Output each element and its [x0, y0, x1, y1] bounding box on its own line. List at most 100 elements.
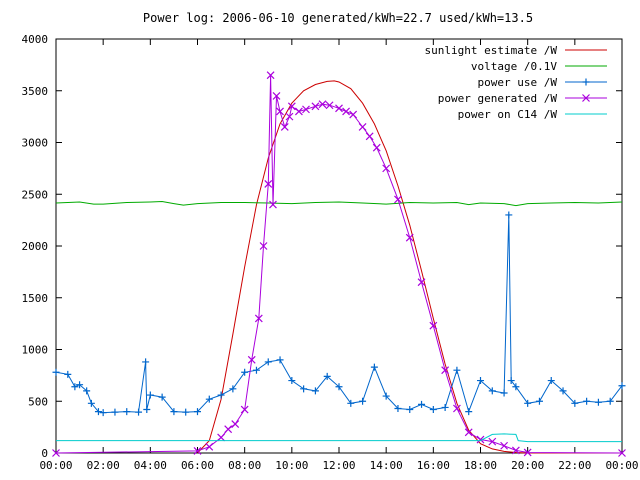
- data-point: [76, 381, 84, 389]
- data-point: [276, 356, 284, 364]
- x-tick-label: 14:00: [370, 459, 403, 472]
- data-point: [259, 242, 268, 250]
- data-point: [559, 387, 567, 395]
- chart-series: [52, 71, 626, 457]
- x-tick-label: 00:00: [605, 459, 638, 472]
- data-point: [441, 366, 450, 375]
- data-point: [417, 278, 426, 287]
- data-point: [287, 102, 296, 111]
- data-point: [135, 408, 143, 416]
- y-tick-label: 3000: [22, 137, 49, 150]
- data-point: [441, 403, 449, 411]
- data-point: [342, 107, 350, 116]
- x-tick-label: 00:00: [39, 459, 72, 472]
- legend-label: power generated /W: [438, 92, 558, 105]
- data-point: [323, 372, 331, 380]
- data-point: [365, 132, 374, 141]
- data-point: [394, 404, 402, 412]
- y-tick-label: 0: [41, 447, 48, 460]
- data-point: [231, 420, 240, 428]
- data-point: [229, 385, 237, 393]
- data-point: [535, 397, 543, 405]
- series-0: [197, 80, 622, 454]
- x-tick-label: 16:00: [417, 459, 450, 472]
- legend-marker: [582, 78, 590, 86]
- data-point: [170, 408, 178, 416]
- data-point: [594, 398, 602, 406]
- x-tick-label: 12:00: [322, 459, 355, 472]
- data-point: [477, 377, 484, 385]
- data-point: [418, 400, 426, 408]
- data-point: [500, 441, 509, 450]
- data-point: [87, 399, 95, 407]
- data-point: [143, 406, 151, 414]
- legend-label: power use /W: [478, 76, 558, 89]
- x-tick-label: 08:00: [228, 459, 261, 472]
- data-point: [64, 370, 72, 378]
- data-point: [302, 105, 310, 114]
- data-point: [325, 101, 334, 110]
- x-tick-label: 22:00: [558, 459, 591, 472]
- data-point: [193, 447, 202, 455]
- y-tick-label: 3500: [22, 85, 49, 98]
- data-point: [571, 399, 579, 407]
- legend-label: power on C14 /W: [458, 108, 558, 121]
- legend-label: sunlight estimate /W: [425, 44, 558, 57]
- data-point: [464, 428, 473, 437]
- x-tick-label: 04:00: [134, 459, 167, 472]
- series-line: [55, 200, 623, 207]
- data-point: [158, 393, 166, 401]
- data-point: [507, 377, 515, 385]
- series-1: [55, 200, 623, 207]
- data-point: [123, 408, 131, 416]
- data-point: [288, 377, 296, 385]
- data-point: [618, 382, 626, 390]
- data-point: [205, 395, 213, 403]
- data-point: [264, 179, 273, 188]
- series-line: [197, 80, 622, 454]
- data-point: [429, 406, 437, 414]
- y-tick-label: 1500: [22, 292, 49, 305]
- data-point: [182, 408, 190, 416]
- chart-legend: sunlight estimate /W voltage /0.1V power u…: [425, 44, 607, 121]
- data-point: [240, 405, 249, 414]
- x-tick-label: 20:00: [511, 459, 544, 472]
- data-point: [488, 387, 496, 395]
- data-point: [382, 164, 391, 173]
- series-line: [55, 214, 623, 414]
- data-point: [606, 397, 614, 405]
- legend-label: voltage /0.1V: [471, 60, 557, 73]
- data-point: [264, 358, 272, 366]
- data-point: [335, 104, 343, 113]
- data-point: [217, 391, 225, 399]
- data-point: [583, 397, 591, 405]
- data-point: [83, 387, 91, 395]
- data-point: [349, 110, 358, 119]
- data-point: [405, 233, 414, 242]
- data-point: [512, 383, 520, 391]
- y-tick-label: 1000: [22, 344, 49, 357]
- series-3: [52, 71, 626, 457]
- data-point: [523, 448, 532, 457]
- data-point: [252, 366, 260, 374]
- data-point: [52, 449, 60, 457]
- data-point: [488, 437, 497, 446]
- data-point: [394, 195, 402, 204]
- data-point: [94, 408, 102, 416]
- data-point: [311, 387, 319, 395]
- x-tick-label: 02:00: [87, 459, 120, 472]
- data-point: [453, 366, 461, 374]
- data-point: [547, 377, 555, 385]
- y-tick-label: 500: [28, 395, 48, 408]
- data-point: [311, 102, 320, 111]
- data-point: [372, 143, 381, 152]
- y-tick-label: 2500: [22, 188, 49, 201]
- data-point: [452, 404, 461, 413]
- data-point: [266, 71, 275, 80]
- data-point: [205, 442, 214, 451]
- data-point: [146, 391, 154, 399]
- x-tick-label: 18:00: [464, 459, 497, 472]
- data-point: [300, 385, 308, 393]
- y-tick-label: 2000: [22, 240, 49, 253]
